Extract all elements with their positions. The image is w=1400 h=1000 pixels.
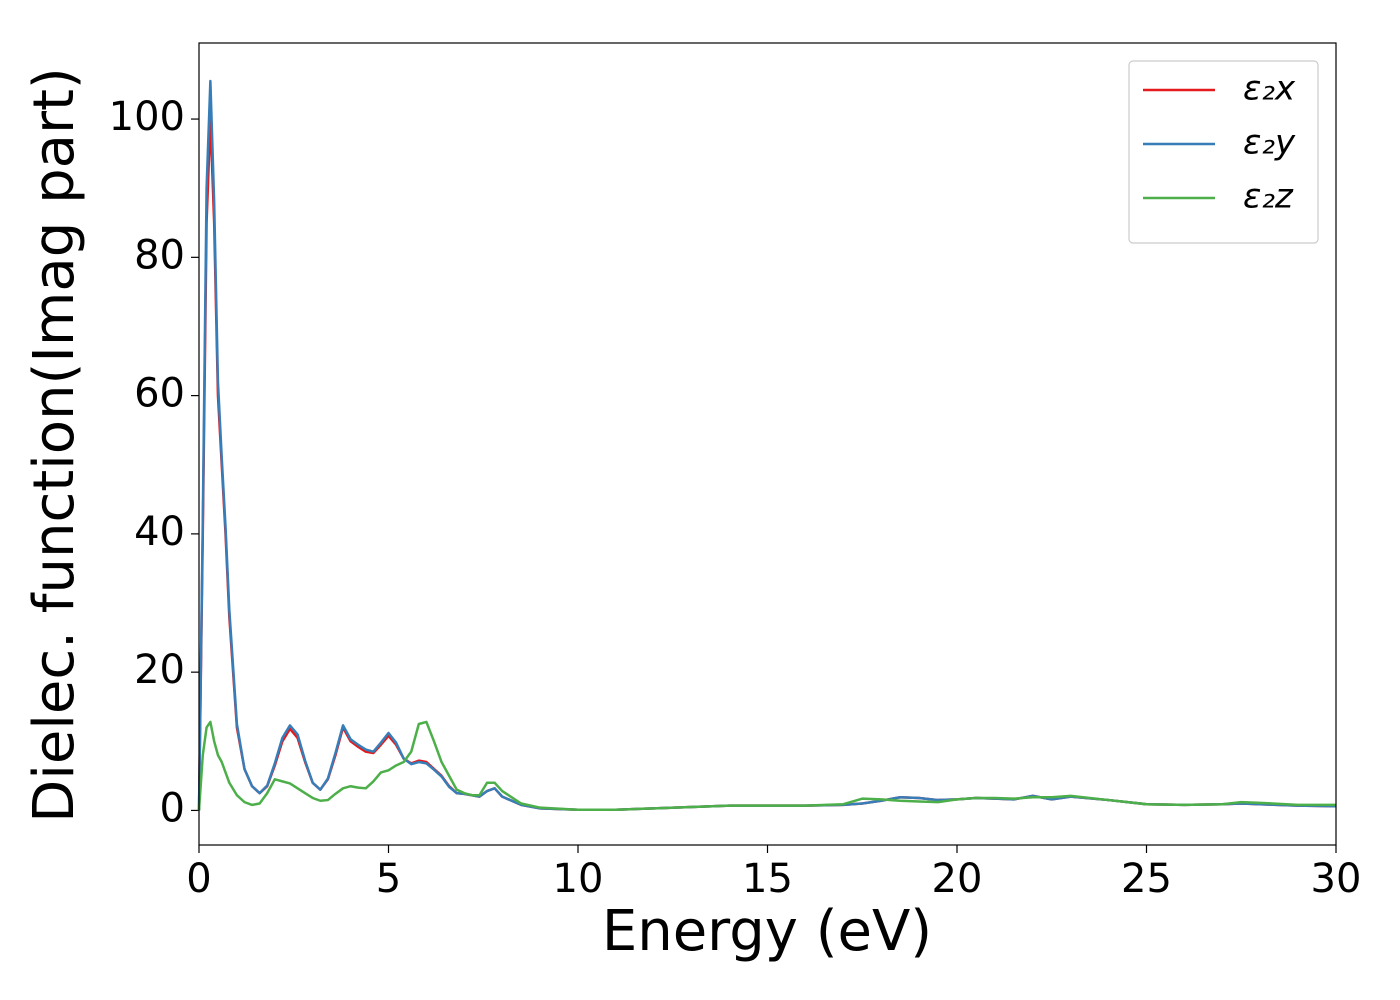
plot-frame [198, 42, 1337, 846]
data-line [197, 720, 1336, 811]
y-tick-label: 0 [160, 785, 185, 831]
y-axis-label: Dielec. function(Imag part) [22, 67, 87, 823]
y-tick-label: 20 [134, 647, 185, 693]
legend-label: ε₂z [1243, 177, 1294, 217]
x-tick-label: 20 [932, 856, 983, 902]
y-tick-label: 100 [109, 94, 185, 140]
legend-label: ε₂x [1243, 69, 1296, 109]
x-axis-label: Energy (eV) [602, 899, 932, 964]
y-tick-label: 60 [134, 371, 185, 417]
x-tick-label: 15 [742, 856, 793, 902]
x-tick-label: 5 [376, 856, 401, 902]
x-tick-label: 10 [553, 856, 604, 902]
x-tick-label: 30 [1311, 856, 1362, 902]
y-tick-label: 80 [134, 232, 185, 278]
x-tick-label: 25 [1121, 856, 1172, 902]
x-tick-label: 0 [186, 856, 211, 902]
legend-label: ε₂y [1243, 123, 1296, 163]
y-tick-label: 40 [134, 509, 185, 555]
